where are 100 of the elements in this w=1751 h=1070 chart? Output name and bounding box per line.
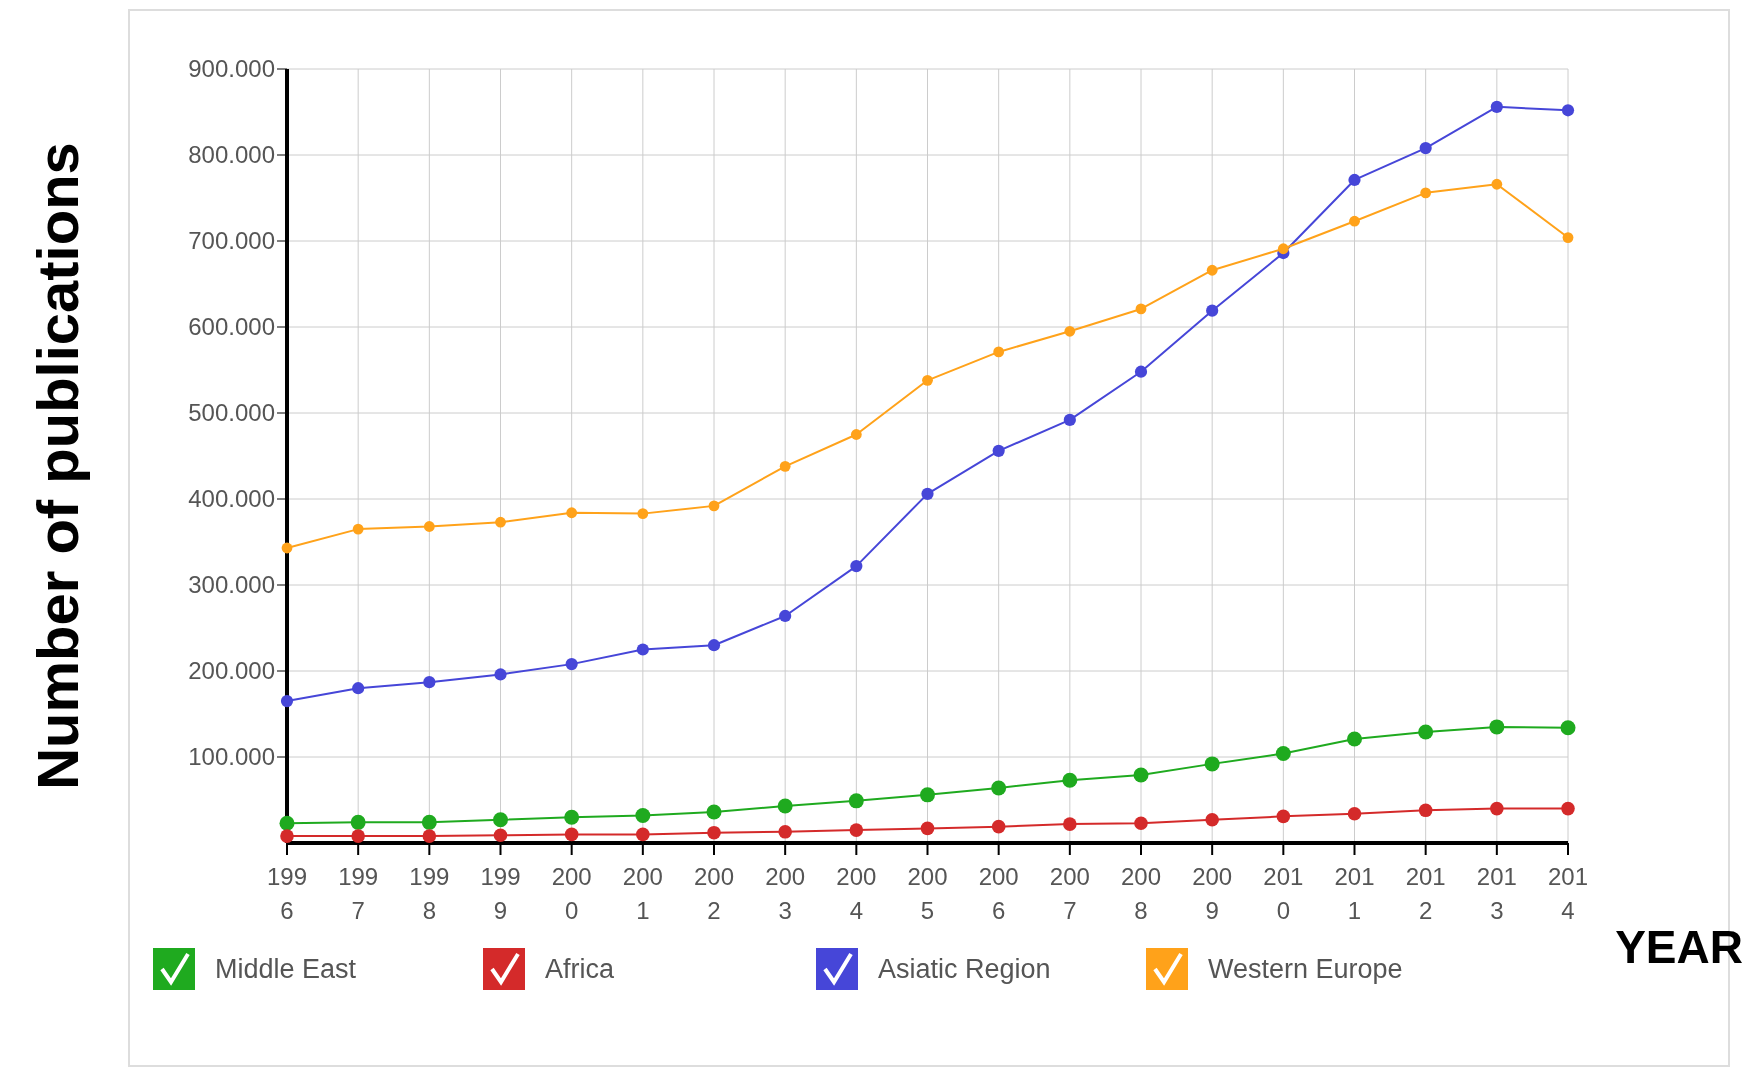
point	[1134, 365, 1148, 378]
x-tick-label: 2001	[622, 863, 663, 924]
point	[1347, 806, 1362, 821]
x-tick-label: 2010	[1263, 863, 1304, 924]
point	[1347, 731, 1362, 747]
x-tick-label: 2000	[551, 863, 592, 924]
point	[921, 487, 934, 500]
point	[1418, 803, 1433, 818]
point	[1276, 809, 1291, 824]
point	[352, 523, 364, 535]
point	[1490, 100, 1503, 113]
point	[494, 668, 507, 681]
y-axis-title: Number of publications	[25, 142, 90, 790]
point	[706, 804, 722, 820]
y-tick-label: 900.000	[188, 55, 275, 83]
point	[564, 809, 580, 825]
point	[352, 682, 365, 695]
x-tick-label: 2013	[1476, 863, 1517, 924]
point	[636, 643, 649, 656]
y-tick-label: 200.000	[188, 657, 275, 685]
point	[1490, 801, 1504, 816]
point	[421, 814, 437, 830]
legend-label: Asiatic Region	[878, 954, 1051, 985]
point	[778, 825, 792, 839]
x-tick-label: 2005	[907, 863, 948, 924]
point	[350, 814, 366, 830]
x-tick-label: 2009	[1192, 863, 1233, 924]
point	[637, 508, 649, 520]
point	[493, 828, 508, 843]
point	[1135, 303, 1147, 315]
x-tick-label: 1997	[338, 863, 379, 924]
point	[493, 812, 508, 828]
point	[920, 821, 935, 836]
point	[1348, 173, 1361, 187]
point	[1489, 719, 1505, 735]
point	[777, 798, 793, 814]
y-tick-label: 800.000	[188, 141, 275, 169]
point	[495, 516, 506, 528]
point	[1205, 812, 1219, 827]
point	[1134, 816, 1148, 831]
point	[280, 695, 294, 708]
point	[1277, 243, 1289, 255]
x-tick-label: 2002	[693, 863, 735, 924]
point	[1206, 304, 1219, 317]
point	[422, 829, 437, 843]
point	[1275, 746, 1291, 762]
x-axis-title: YEAR	[1615, 921, 1743, 973]
point	[1063, 413, 1076, 426]
point	[848, 793, 864, 809]
legend-label: Africa	[545, 954, 615, 985]
x-tick-label: 2012	[1405, 863, 1446, 924]
point	[565, 658, 578, 671]
x-tick-label: 2007	[1049, 863, 1090, 924]
point	[850, 559, 863, 573]
point	[991, 780, 1007, 796]
point	[708, 500, 720, 512]
point	[920, 787, 935, 803]
point	[707, 825, 721, 840]
point	[635, 807, 651, 823]
x-tick-label: 1999	[480, 863, 521, 924]
point	[279, 815, 295, 831]
point	[993, 346, 1005, 358]
y-tick-label: 500.000	[188, 399, 275, 427]
point	[566, 507, 578, 519]
x-tick-label: 2003	[765, 863, 806, 924]
point	[636, 827, 650, 842]
point	[280, 829, 294, 843]
point	[423, 521, 435, 532]
point	[1204, 756, 1220, 772]
point	[351, 829, 365, 843]
point	[991, 819, 1006, 834]
point	[849, 823, 864, 837]
point	[564, 827, 579, 842]
point	[1561, 801, 1575, 816]
point	[779, 460, 791, 472]
point	[1419, 142, 1432, 155]
point	[1491, 178, 1503, 190]
y-tick-label: 600.000	[188, 313, 275, 341]
point	[922, 374, 933, 386]
legend-label: Western Europe	[1208, 954, 1403, 985]
point	[1418, 724, 1434, 740]
point	[1420, 187, 1432, 199]
legend-label: Middle East	[215, 954, 357, 985]
x-tick-label: 2008	[1120, 863, 1162, 924]
point	[1349, 215, 1360, 227]
point	[1062, 772, 1078, 788]
point	[850, 429, 862, 440]
point	[779, 609, 792, 623]
point	[1063, 817, 1077, 831]
y-tick-label: 400.000	[188, 485, 275, 513]
point	[1561, 104, 1575, 117]
point	[1206, 264, 1218, 276]
point	[1562, 232, 1574, 243]
point	[423, 676, 436, 689]
point	[992, 444, 1005, 457]
y-tick-label: 300.000	[188, 571, 275, 599]
y-tick-label: 100.000	[188, 743, 275, 771]
point	[1133, 767, 1149, 783]
point	[281, 542, 293, 554]
x-tick-label: 1996	[266, 863, 308, 924]
